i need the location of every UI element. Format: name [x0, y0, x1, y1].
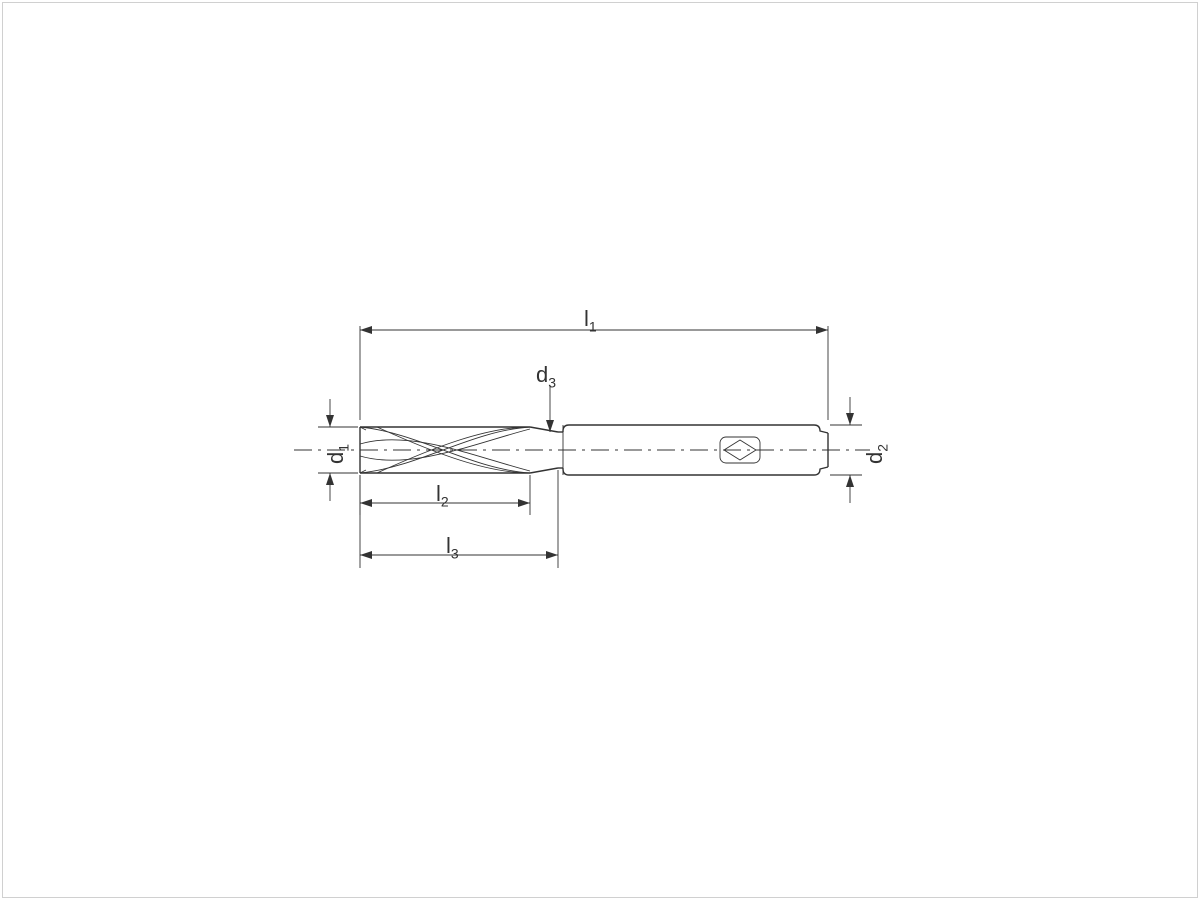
dim-label-l2: l2 [436, 481, 449, 509]
dim-label-l3: l3 [446, 533, 459, 561]
dim-d3-main: d [536, 362, 548, 387]
dim-d2-main: d [862, 452, 887, 464]
dim-d2-sub: 2 [874, 444, 890, 452]
dim-d3-sub: 3 [548, 374, 556, 390]
dim-d1-sub: 1 [335, 444, 351, 452]
dim-l1-sub: 1 [589, 318, 597, 334]
dim-label-l1: l1 [584, 306, 597, 334]
drawing-canvas: l1 l2 l3 d1 d2 d3 [0, 0, 1200, 900]
dim-label-d3: d3 [536, 362, 556, 390]
dim-l3-sub: 3 [451, 545, 459, 561]
frame-border [2, 2, 1198, 898]
dim-label-d1: d1 [323, 444, 351, 464]
dim-label-d2: d2 [862, 444, 890, 464]
dim-d1-main: d [323, 452, 348, 464]
dim-l2-sub: 2 [441, 493, 449, 509]
